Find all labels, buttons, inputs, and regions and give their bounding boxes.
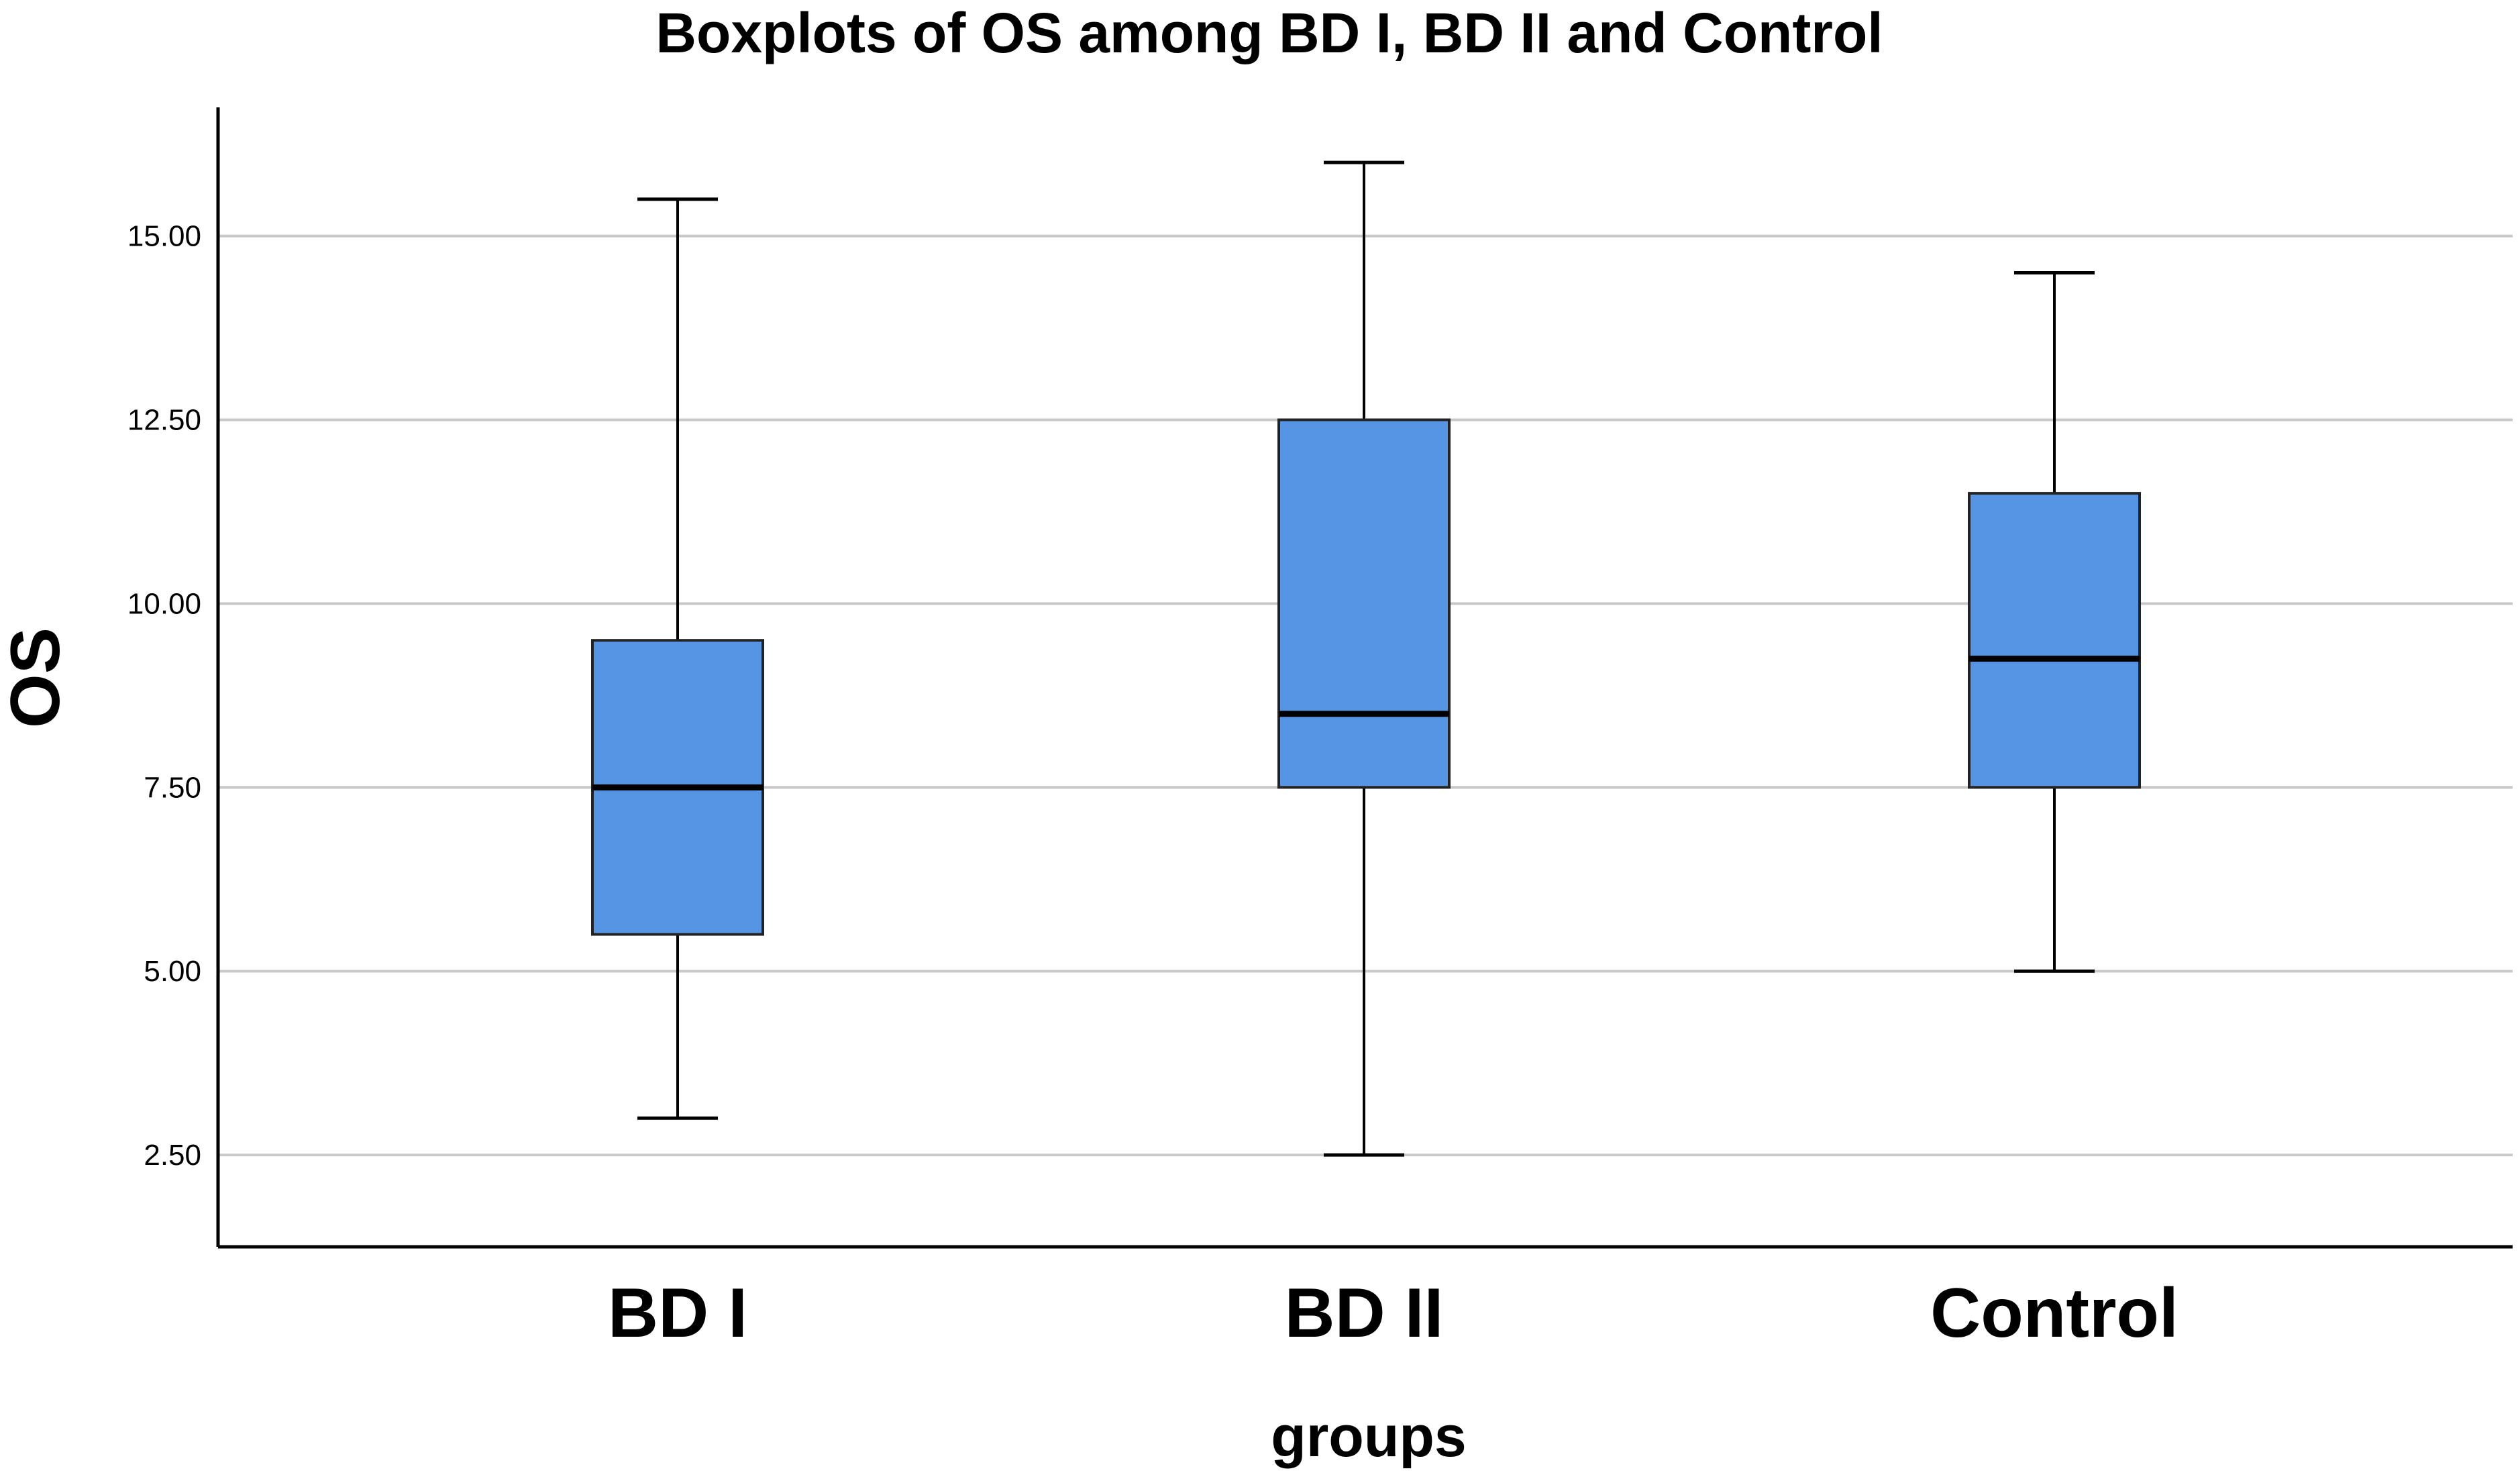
y-tick-label: 2.50 — [144, 1139, 201, 1172]
y-tick-label: 15.00 — [127, 220, 201, 253]
boxes — [591, 160, 2141, 1157]
box-group — [591, 197, 764, 1120]
y-tick-label: 12.50 — [127, 404, 201, 437]
y-tick-label: 7.50 — [144, 771, 201, 804]
axes — [216, 107, 2513, 1249]
x-tick-label: BD II — [1285, 1274, 1444, 1352]
x-tick-label: BD I — [608, 1274, 747, 1352]
y-tick-label: 10.00 — [127, 587, 201, 620]
box-iqr — [1277, 418, 1451, 789]
box-iqr — [1968, 492, 2141, 789]
x-tick-label: Control — [1930, 1274, 2178, 1352]
x-axis-label: groups — [1271, 1405, 1466, 1469]
chart-title: Boxplots of OS among BD I, BD II and Con… — [655, 1, 1883, 64]
box-group — [1968, 270, 2141, 973]
y-tick-label: 5.00 — [144, 955, 201, 988]
box-group — [1277, 160, 1451, 1157]
y-axis-ticks: 2.50 5.00 7.50 10.00 12.50 15.00 — [127, 220, 201, 1172]
x-axis-ticks: BD I BD II Control — [608, 1274, 2178, 1352]
y-axis-label: OS — [0, 627, 74, 728]
